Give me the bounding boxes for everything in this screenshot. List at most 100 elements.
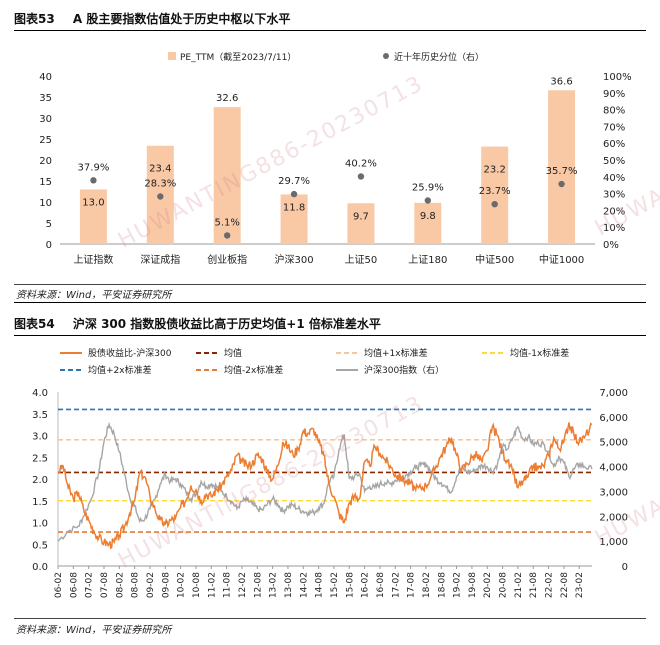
y-tick-label: 1.5: [32, 497, 48, 508]
bar-value-label: 23.4: [149, 164, 171, 175]
y2-tick-label: 40%: [603, 173, 625, 184]
y-tick-label: 40: [39, 72, 52, 83]
percentile-dot: [290, 190, 298, 198]
y2-tick-label: 1,000: [599, 537, 628, 548]
hs300-index-line: [57, 421, 593, 542]
y2-tick-label: 30%: [603, 190, 625, 201]
y-tick-label: 15: [39, 177, 52, 188]
percentile-label: 35.7%: [546, 166, 578, 177]
y2-tick-label: 0: [622, 562, 628, 573]
x-tick-label: 18-02: [422, 572, 432, 598]
figure53-number: 图表53: [14, 12, 55, 26]
figure53-bottom-rule: [14, 284, 646, 285]
bar: [548, 90, 576, 244]
figure53-source: 资料来源：Wind，平安证券研究所: [16, 290, 172, 301]
legend-label: 股债收益比-沪深300: [88, 347, 172, 359]
y-tick-label: 5: [46, 219, 52, 230]
bar-value-label: 11.8: [283, 202, 305, 213]
category-label: 深证成指: [140, 253, 180, 266]
bar: [347, 203, 375, 244]
y2-tick-label: 70%: [603, 122, 625, 133]
y2-tick-label: 90%: [603, 89, 625, 100]
category-label: 沪深300: [275, 253, 314, 266]
figure54-number: 图表54: [14, 317, 55, 331]
x-tick-label: 16-08: [376, 572, 386, 598]
x-tick-label: 18-08: [437, 572, 447, 598]
y-tick-label: 1.0: [32, 519, 48, 530]
y-tick-label: 4.0: [32, 388, 48, 399]
y-tick-label: 30: [39, 114, 52, 125]
legend-dot-label: 近十年历史分位（右）: [394, 51, 484, 63]
x-tick-label: 19-02: [453, 572, 463, 598]
percentile-label: 25.9%: [412, 182, 444, 193]
y-tick-label: 20: [39, 156, 52, 167]
x-tick-label: 08-08: [131, 572, 141, 598]
x-tick-label: 14-08: [315, 572, 325, 598]
figure53-top-rule: [14, 30, 646, 31]
x-tick-label: 12-08: [253, 572, 263, 598]
x-tick-label: 22-08: [560, 572, 570, 598]
category-label: 上证指数: [73, 253, 113, 266]
y2-tick-label: 5,000: [599, 438, 628, 449]
x-tick-label: 15-08: [345, 572, 355, 598]
figure54-source: 资料来源：Wind，平安证券研究所: [16, 625, 172, 636]
bar: [414, 202, 442, 244]
legend-label: 均值: [224, 347, 242, 359]
bar-value-label: 9.8: [420, 211, 436, 222]
percentile-label: 40.2%: [345, 158, 377, 169]
figure53-title: A 股主要指数估值处于历史中枢以下水平: [72, 12, 291, 26]
y2-tick-label: 80%: [603, 106, 625, 117]
chart1-pe-percentile: 0 5 10 15 20 25 30 35 40 0% 10% 20% 30% 40% 50% 60% 70% 8…: [39, 51, 632, 266]
percentile-label: 28.3%: [144, 178, 176, 189]
percentile-dot: [491, 200, 498, 208]
y2-tick-label: 4,000: [599, 463, 628, 474]
category-label: 创业板指: [207, 253, 247, 266]
y2-tick-label: 10%: [603, 223, 625, 234]
x-tick-label: 23-02: [575, 572, 585, 598]
figure54-bottom-rule: [14, 618, 646, 619]
y2-tick-label: 50%: [603, 156, 625, 167]
x-tick-label: 07-08: [100, 572, 110, 598]
bar-value-label: 9.7: [353, 211, 369, 222]
y2-tick-label: 3,000: [599, 487, 628, 498]
category-label: 上证50: [345, 254, 378, 266]
y2-tick-label: 100%: [603, 72, 632, 83]
y2-tick-label: 2,000: [599, 512, 628, 523]
x-tick-label: 11-02: [207, 572, 217, 598]
percentile-label: 37.9%: [78, 162, 110, 173]
y-tick-label: 35: [39, 93, 52, 104]
legend-label: 均值+1x标准差: [364, 347, 428, 359]
legend-label: 均值+2x标准差: [88, 364, 152, 376]
x-tick-label: 17-08: [407, 572, 417, 598]
x-tick-label: 09-08: [161, 572, 171, 598]
bar: [481, 146, 509, 244]
percentile-dot: [90, 177, 97, 184]
y2-tick-label: 7,000: [599, 388, 628, 399]
x-tick-label: 22-02: [545, 572, 555, 598]
x-tick-label: 10-02: [177, 572, 187, 598]
x-tick-label: 08-02: [115, 572, 125, 598]
x-tick-label: 10-08: [192, 572, 202, 598]
category-label: 中证500: [475, 253, 514, 266]
bar-value-label: 36.6: [550, 76, 572, 87]
bar: [79, 189, 107, 244]
percentile-dot: [157, 193, 164, 200]
percentile-dot: [357, 173, 365, 180]
y-tick-label: 0: [46, 240, 52, 251]
x-tick-label: 14-02: [299, 572, 309, 598]
percentile-label: 23.7%: [479, 186, 511, 197]
percentile-dot: [223, 232, 231, 239]
percentile-dot: [424, 197, 432, 204]
figure54-title: 沪深 300 指数股债收益比高于历史均值+1 倍标准差水平: [72, 317, 381, 331]
legend-dot-swatch: [383, 53, 389, 59]
percentile-label: 29.7%: [278, 176, 310, 187]
y2-tick-label: 20%: [603, 206, 625, 217]
category-label: 中证1000: [539, 253, 584, 266]
x-tick-label: 06-08: [69, 572, 79, 598]
bar: [280, 194, 308, 244]
x-tick-label: 13-08: [284, 572, 294, 598]
category-label: 上证180: [408, 254, 447, 266]
x-tick-label: 17-02: [391, 572, 401, 598]
x-tick-label: 15-02: [330, 572, 340, 598]
